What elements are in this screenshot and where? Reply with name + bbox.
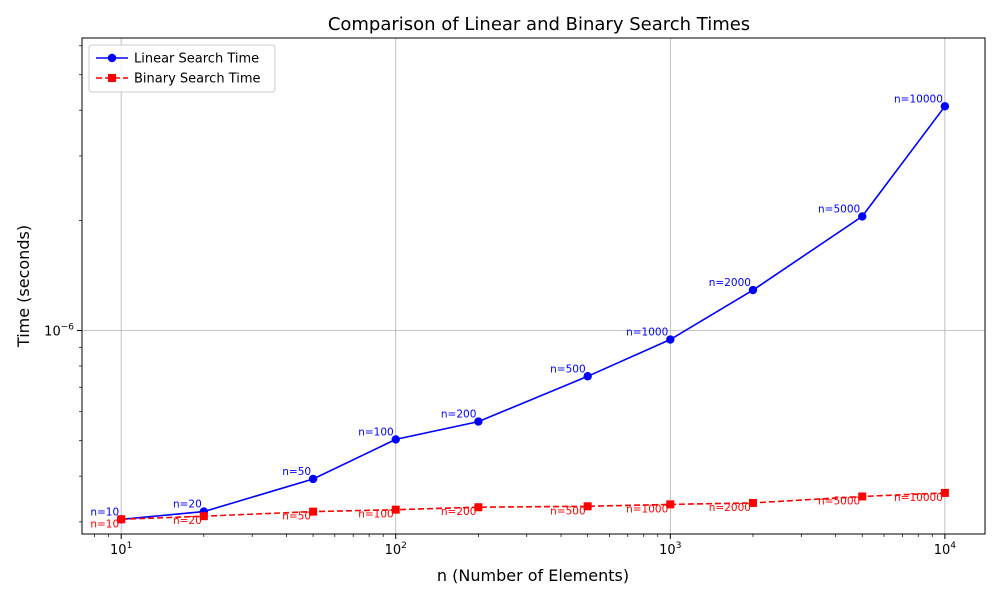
legend-label-binary: Binary Search Time <box>134 72 261 87</box>
data-point <box>940 102 950 111</box>
point-label: n=2000 <box>709 277 751 289</box>
x-tick-label: 103 <box>659 541 681 558</box>
data-point <box>858 212 867 221</box>
data-point <box>940 488 949 497</box>
legend-marker-binary <box>108 74 116 82</box>
data-point <box>748 285 758 295</box>
data-point <box>666 500 675 509</box>
point-label: n=100 <box>358 426 394 438</box>
point-labels: n=10 n=20 n=50 n=100 n=200 n=500 n=1000 n=2000 n… <box>90 93 943 530</box>
x-tick-label: 104 <box>934 541 957 558</box>
data-point <box>474 503 483 512</box>
data-point <box>666 335 675 344</box>
point-label: n=10000 <box>894 492 943 504</box>
axis-ticks: 101 102 103 104 10−6 <box>44 45 957 558</box>
point-label: n=200 <box>441 506 477 518</box>
x-axis-label: n (Number of Elements) <box>437 566 629 585</box>
series-line-linear <box>121 105 946 521</box>
data-point <box>474 417 483 426</box>
legend-box <box>88 44 276 93</box>
point-label: n=100 <box>358 509 394 521</box>
point-label: n=1000 <box>626 503 668 515</box>
y-axis-label: Time (seconds) <box>14 225 33 348</box>
series-group <box>116 102 950 524</box>
data-point <box>308 474 318 484</box>
x-tick-label: 101 <box>110 541 132 558</box>
point-label: n=10 <box>90 506 119 518</box>
data-point <box>583 502 592 511</box>
point-label: n=10000 <box>894 93 943 105</box>
point-label: n=10 <box>90 518 119 530</box>
point-label: n=5000 <box>818 203 860 215</box>
point-label: n=500 <box>550 363 586 375</box>
chart-title: Comparison of Linear and Binary Search T… <box>328 14 750 35</box>
data-point <box>391 435 400 444</box>
point-label: n=50 <box>282 466 311 478</box>
data-point <box>199 512 208 521</box>
data-point <box>583 372 592 381</box>
legend-marker-linear <box>107 53 117 63</box>
data-point <box>117 515 126 524</box>
data-point <box>391 505 400 514</box>
point-label: n=200 <box>441 409 477 421</box>
data-point <box>858 492 867 501</box>
y-tick-label: 10−6 <box>44 323 74 340</box>
series-line-binary <box>121 492 945 521</box>
data-point <box>748 498 757 507</box>
grid <box>82 38 985 534</box>
data-point <box>309 507 318 516</box>
plot-frame <box>81 37 986 535</box>
point-label: n=5000 <box>818 495 860 507</box>
x-tick-label: 102 <box>385 541 407 558</box>
point-label: n=500 <box>550 505 586 517</box>
legend: Linear Search Time Binary Search Time <box>88 44 276 93</box>
point-label: n=1000 <box>626 327 668 339</box>
point-label: n=20 <box>173 499 202 511</box>
point-label: n=2000 <box>709 502 751 514</box>
legend-label-linear: Linear Search Time <box>134 52 259 67</box>
point-label: n=50 <box>282 511 311 523</box>
point-label: n=20 <box>173 515 202 527</box>
